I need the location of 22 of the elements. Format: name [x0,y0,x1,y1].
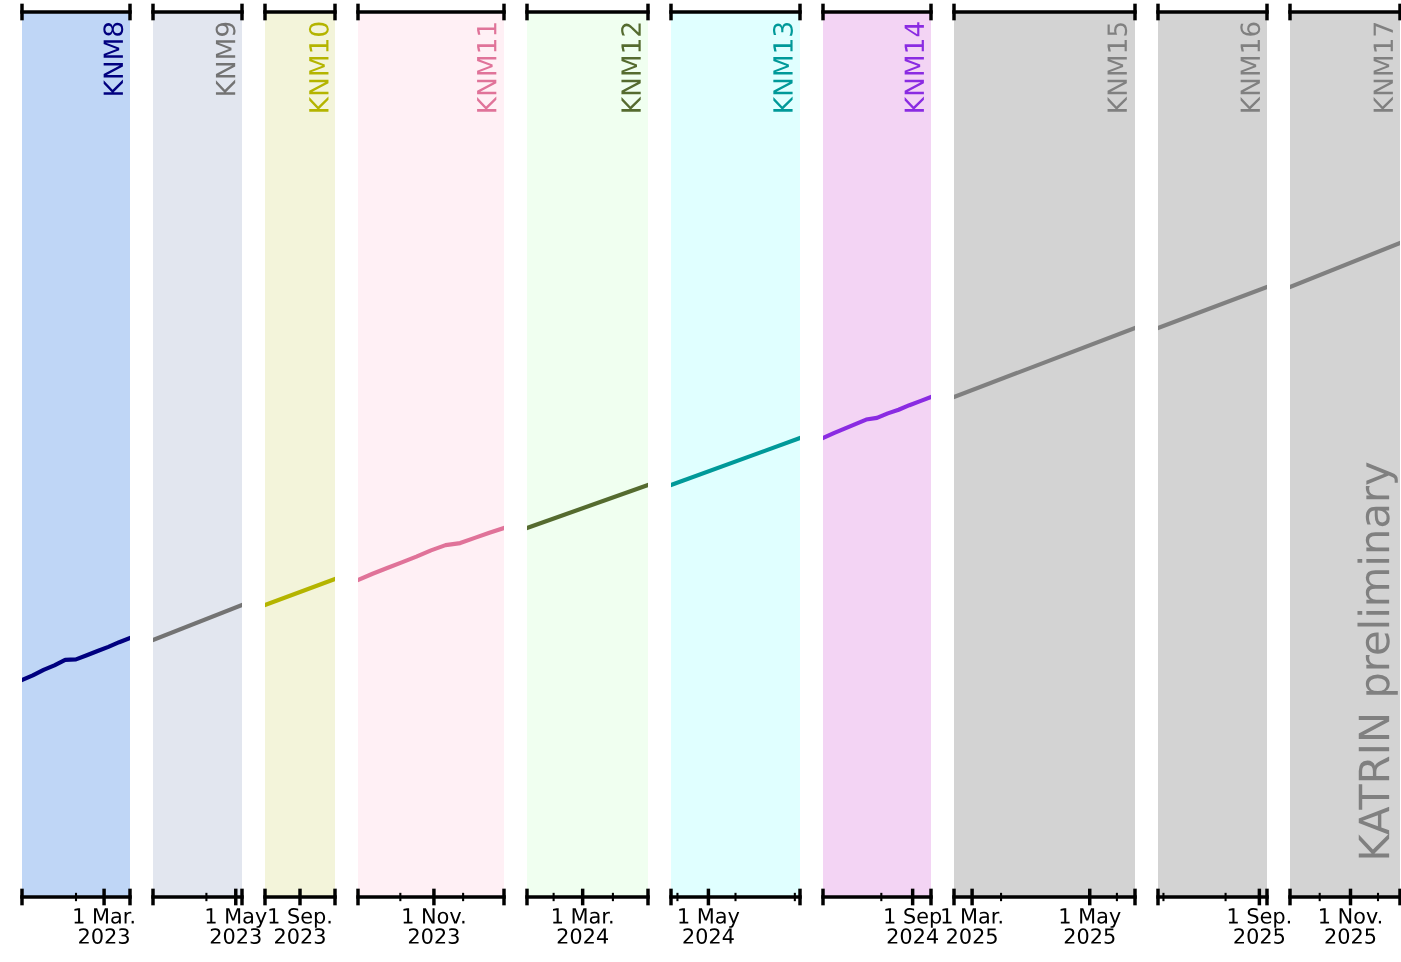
text: KNM14 [904,22,924,112]
text: KNM17 [1373,23,1393,112]
text: 1 May 2025 [1060,908,1121,944]
text: 1 Mar. 2024 [553,908,613,944]
text: 1 Mar. 2025 [942,908,1002,944]
text: KNM12 [621,23,641,112]
text: KNM9 [215,22,236,95]
text: KATRIN preliminary [1357,462,1398,858]
text: KNM13 [772,22,793,112]
text: 1 Sep. 2025 [1228,907,1290,944]
text: KNM16 [1240,22,1261,112]
text: 1 Mar. 2023 [74,908,134,944]
text: KNM11 [477,23,497,112]
text: KNM8 [103,22,124,95]
text: KNM10 [308,22,329,112]
text: 1 May 2024 [679,908,740,944]
text: 1 May 2023 [206,908,267,944]
text: 1 Nov. 2023 [403,908,465,944]
text: 1 Sep. 2023 [269,907,331,944]
text: 1 Sep 2024 [885,907,942,944]
text: KNM15 [1107,23,1128,112]
text: 1 Nov. 2025 [1320,908,1382,944]
